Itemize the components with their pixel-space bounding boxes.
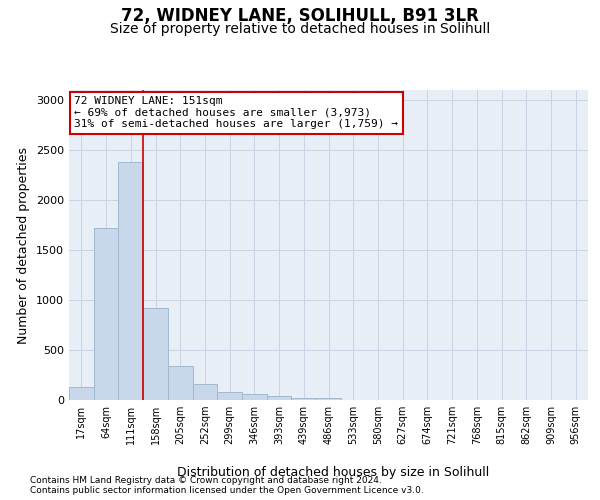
Bar (217, 392, 242, 400)
Text: 72 WIDNEY LANE: 151sqm
← 69% of detached houses are smaller (3,973)
31% of semi-: 72 WIDNEY LANE: 151sqm ← 69% of detached… (74, 96, 398, 130)
Bar (292, 398, 316, 400)
Text: 72, WIDNEY LANE, SOLIHULL, B91 3LR: 72, WIDNEY LANE, SOLIHULL, B91 3LR (121, 8, 479, 26)
Bar (267, 396, 292, 400)
Bar (193, 384, 217, 400)
Bar (118, 162, 143, 400)
Text: Size of property relative to detached houses in Solihull: Size of property relative to detached ho… (110, 22, 490, 36)
Bar (143, 308, 168, 400)
Bar (69, 387, 94, 400)
Y-axis label: Number of detached properties: Number of detached properties (17, 146, 31, 344)
Bar (94, 228, 118, 400)
Text: Contains public sector information licensed under the Open Government Licence v3: Contains public sector information licen… (30, 486, 424, 495)
Bar (242, 394, 267, 400)
Text: Distribution of detached houses by size in Solihull: Distribution of detached houses by size … (177, 466, 489, 479)
Bar (168, 366, 193, 400)
Bar (316, 398, 341, 400)
Text: Contains HM Land Registry data © Crown copyright and database right 2024.: Contains HM Land Registry data © Crown c… (30, 476, 382, 485)
